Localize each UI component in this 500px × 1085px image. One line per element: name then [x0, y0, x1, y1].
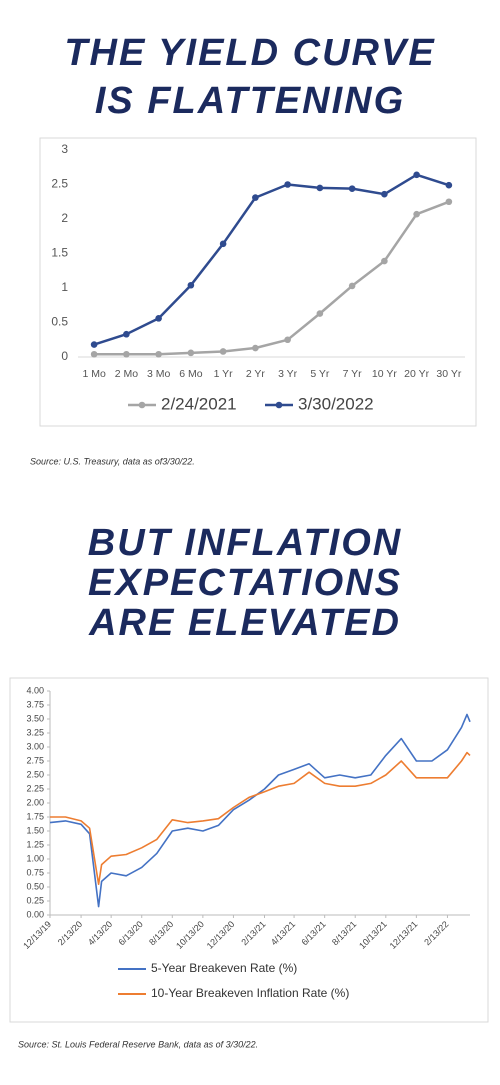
x-tick-label: 5 Yr [310, 368, 330, 380]
x-tick-label: 2 Mo [115, 368, 139, 380]
y-tick-label: 1.5 [51, 246, 68, 260]
y-tick-label: 3.50 [26, 713, 44, 723]
y-tick-label: 2.50 [26, 769, 44, 779]
x-tick-label: 10 Yr [372, 368, 397, 380]
series-line [93, 173, 450, 346]
source-note: Source: St. Louis Federal Reserve Bank, … [18, 1039, 258, 1049]
y-tick-label: 1.50 [26, 825, 44, 835]
y-tick-label: 1.00 [26, 853, 44, 863]
point [155, 350, 162, 358]
point [316, 184, 324, 192]
point [252, 194, 259, 201]
x-tick-label: 7 Yr [343, 368, 363, 380]
y-tick-label: 0.00 [26, 909, 44, 919]
point [284, 336, 291, 344]
headline: BUT INFLATION [88, 522, 402, 564]
x-tick-label: 3 Mo [147, 368, 171, 380]
legend-marker [275, 401, 283, 409]
y-tick-label: 2 [61, 211, 68, 225]
chart-frame [9, 677, 489, 1023]
source-note: Source: U.S. Treasury, data as of3/30/22… [30, 456, 195, 466]
y-tick-label: 0.50 [26, 881, 44, 891]
y-tick-label: 1 [61, 280, 68, 294]
y-tick-label: 2.5 [51, 177, 68, 191]
point [413, 171, 420, 179]
y-tick-label: 1.75 [26, 811, 44, 821]
point [445, 181, 453, 189]
y-tick-label: 2.75 [26, 755, 44, 765]
legend-label: 2/24/2021 [161, 394, 237, 413]
point [219, 348, 227, 355]
point [445, 198, 453, 206]
headline: IS FLATTENING [95, 80, 405, 122]
y-tick-label: 0 [61, 349, 68, 363]
y-tick-label: 3 [61, 142, 68, 156]
point [316, 310, 324, 317]
headline: EXPECTATIONS [88, 562, 402, 604]
y-tick-label: 0.25 [26, 895, 44, 905]
point [187, 349, 195, 357]
y-tick-label: 3.75 [26, 699, 44, 709]
legend-marker [138, 401, 146, 409]
series-line [50, 751, 471, 885]
point [381, 190, 388, 198]
y-tick-label: 0.75 [26, 867, 44, 877]
legend-label: 10-Year Breakeven Inflation Rate (%) [151, 986, 349, 1000]
point [123, 330, 130, 338]
point [187, 281, 195, 289]
series-line [94, 200, 450, 356]
x-tick-label: 20 Yr [404, 368, 429, 380]
headline: THE YIELD CURVE [64, 32, 435, 74]
y-tick-label: 2.00 [26, 797, 44, 807]
point [284, 181, 291, 188]
point [252, 344, 259, 352]
legend-label: 5-Year Breakeven Rate (%) [151, 961, 297, 975]
point [381, 257, 388, 265]
y-tick-label: 4.00 [26, 685, 44, 695]
point [413, 210, 420, 218]
point [348, 185, 356, 192]
x-tick-label: 1 Yr [214, 368, 234, 380]
x-tick-label: 2 Yr [246, 368, 266, 380]
x-tick-label: 1 Mo [82, 368, 106, 380]
y-tick-label: 3.25 [26, 727, 44, 737]
y-tick-label: 0.5 [51, 315, 68, 329]
point [90, 341, 98, 348]
x-tick-label: 6 Mo [179, 368, 203, 380]
x-tick-label: 30 Yr [436, 368, 461, 380]
legend-label: 3/30/2022 [298, 394, 374, 413]
y-tick-label: 2.25 [26, 783, 44, 793]
y-tick-label: 3.00 [26, 741, 44, 751]
point [123, 350, 130, 358]
headline: ARE ELEVATED [88, 602, 401, 644]
chart-frame [39, 137, 477, 427]
x-tick-label: 3 Yr [278, 368, 298, 380]
point [155, 315, 162, 322]
y-tick-label: 1.25 [26, 839, 44, 849]
point [90, 350, 98, 358]
point [348, 282, 356, 290]
point [219, 240, 227, 248]
